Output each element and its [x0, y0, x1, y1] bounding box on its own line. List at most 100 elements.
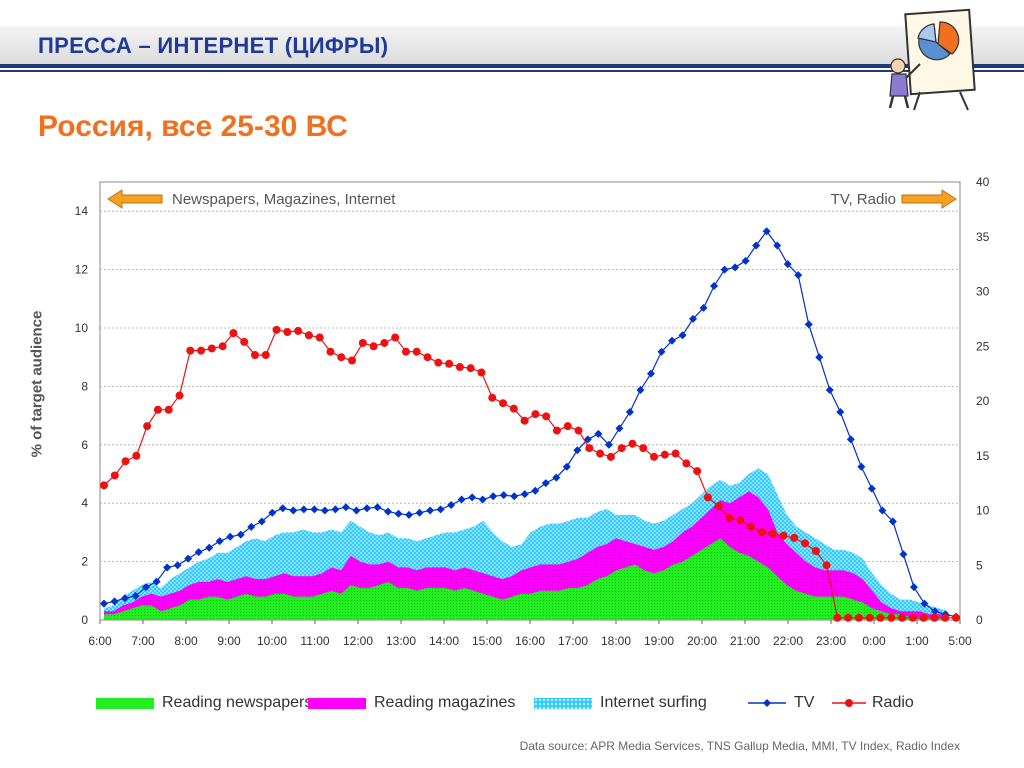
y-tick-label-right: 0: [976, 613, 983, 627]
radio-point: [369, 342, 378, 351]
radio-point: [488, 393, 497, 402]
radio-point: [445, 359, 454, 368]
tv-point: [478, 495, 487, 504]
radio-point: [401, 347, 410, 356]
right-arrow-icon: [901, 189, 957, 209]
radio-point: [250, 351, 259, 360]
tv-point: [699, 303, 708, 312]
radio-point: [337, 353, 346, 362]
tv-point: [731, 263, 740, 272]
tv-point: [657, 347, 666, 356]
tv-point: [447, 501, 456, 510]
radio-point: [585, 444, 594, 453]
legend-label: Reading magazines: [374, 694, 516, 711]
radio-point: [811, 547, 820, 556]
x-tick-label: 13:00: [386, 634, 416, 648]
radio-point: [207, 344, 216, 353]
tv-point: [636, 386, 645, 395]
legend-label: Internet surfing: [600, 694, 707, 711]
radio-point: [693, 467, 702, 476]
x-tick-label: 8:00: [174, 634, 198, 648]
tv-point: [331, 505, 340, 514]
radio-point: [801, 539, 810, 548]
radio-point: [606, 452, 615, 461]
tv-point: [268, 508, 277, 517]
radio-point: [110, 471, 119, 480]
radio-point: [854, 613, 863, 622]
tv-point: [678, 331, 687, 340]
tv-point: [499, 491, 508, 500]
radio-point: [822, 561, 831, 570]
y-tick-label-left: 10: [75, 321, 89, 335]
tv-point: [163, 563, 172, 572]
radio-point: [132, 451, 141, 460]
y-tick-label-right: 35: [976, 230, 990, 244]
radio-point: [499, 399, 508, 408]
x-tick-label: 16:00: [515, 634, 545, 648]
radio-point: [779, 531, 788, 540]
x-tick-label: 18:00: [601, 634, 631, 648]
tv-point: [236, 530, 245, 539]
tv-point: [552, 473, 561, 482]
x-tick-label: 11:00: [300, 634, 329, 648]
tv-point: [352, 506, 361, 515]
radio-point: [682, 459, 691, 468]
tv-point: [205, 543, 214, 552]
radio-point: [919, 613, 928, 622]
radio-point: [563, 422, 572, 431]
tv-point: [320, 506, 329, 515]
tv-point: [562, 462, 571, 471]
x-tick-label: 15:00: [472, 634, 502, 648]
tv-point: [436, 505, 445, 514]
radio-point: [315, 333, 324, 342]
x-tick-label: 21:00: [730, 634, 760, 648]
tv-point: [909, 583, 918, 592]
x-tick-label: 22:00: [773, 634, 803, 648]
radio-point: [283, 328, 292, 337]
x-tick-label: 23:00: [816, 634, 846, 648]
tv-point: [625, 407, 634, 416]
radio-point: [628, 439, 637, 448]
tv-point: [920, 599, 929, 608]
y-tick-label-right: 10: [976, 504, 990, 518]
tv-point: [341, 503, 350, 512]
tv-point: [131, 591, 140, 600]
legend-label: TV: [794, 694, 815, 711]
tv-point: [152, 577, 161, 586]
radio-point: [326, 347, 335, 356]
tv-point: [100, 599, 108, 608]
radio-point: [423, 353, 432, 362]
x-tick-label: 17:00: [558, 634, 588, 648]
radio-point: [100, 481, 108, 490]
radio-point: [348, 356, 357, 365]
tv-point: [110, 597, 119, 606]
radio-point: [466, 364, 475, 373]
radio-point: [768, 529, 777, 538]
tv-point: [825, 386, 834, 395]
radio-point: [671, 449, 680, 458]
y-tick-label-right: 40: [976, 175, 990, 189]
x-tick-label: 14:00: [429, 634, 459, 648]
radio-point: [186, 346, 195, 355]
y-tick-label-right: 25: [976, 339, 990, 353]
radio-point: [833, 613, 842, 622]
radio-point: [650, 452, 659, 461]
y-tick-label-left: 2: [81, 555, 88, 569]
radio-point: [434, 358, 443, 367]
tv-point: [878, 506, 887, 515]
tv-point: [594, 429, 603, 438]
tv-point: [310, 505, 319, 514]
tv-point: [373, 503, 382, 512]
tv-point: [173, 561, 182, 570]
radio-point: [725, 514, 734, 523]
tv-point: [857, 462, 866, 471]
tv-point: [604, 440, 613, 449]
tv-point: [215, 537, 224, 546]
tv-point: [121, 594, 130, 603]
tv-point: [362, 504, 371, 513]
radio-point: [542, 412, 551, 421]
tv-point: [142, 583, 151, 592]
radio-point: [121, 457, 130, 466]
radio-point: [240, 337, 249, 346]
